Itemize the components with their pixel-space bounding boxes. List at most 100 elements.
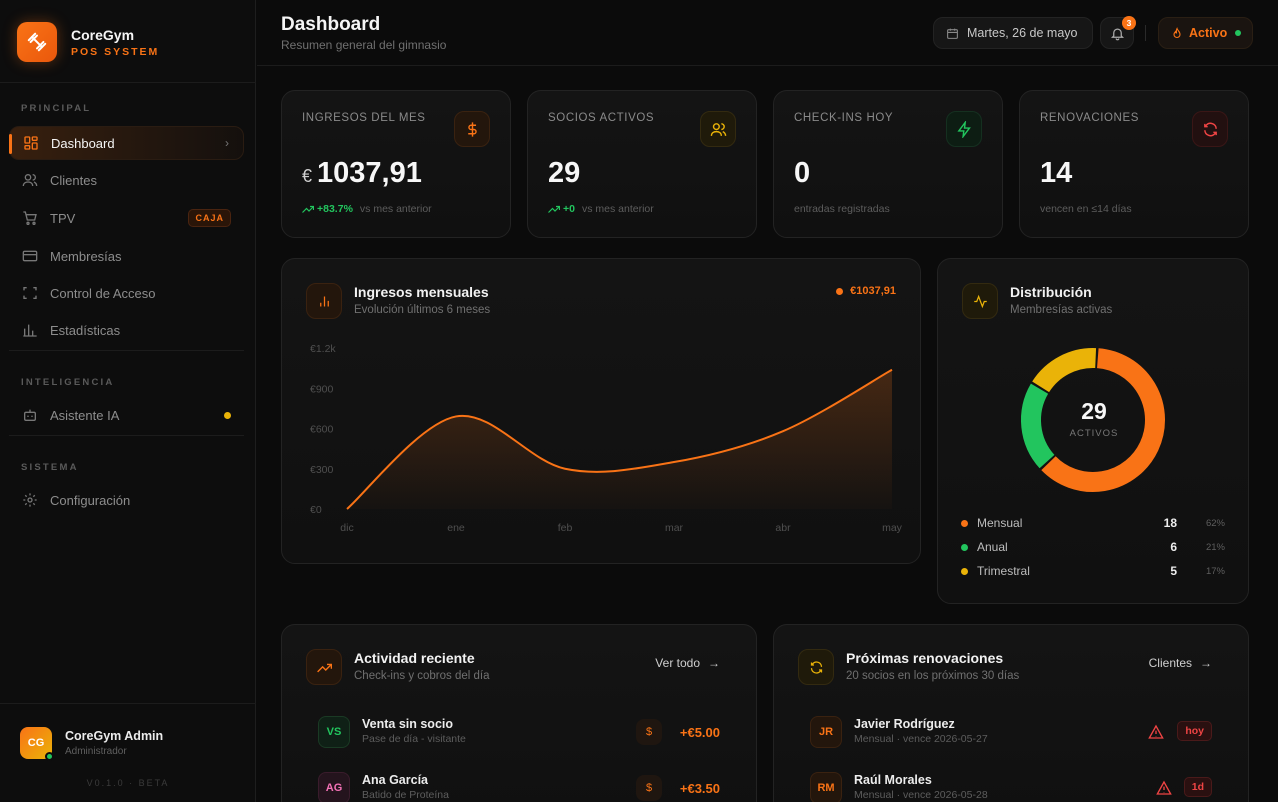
y-tick-label: €300: [310, 464, 334, 476]
stat-label: CHECK-INS HOY: [794, 112, 894, 124]
brand[interactable]: CoreGym POS SYSTEM: [17, 22, 159, 62]
activity-row-title[interactable]: Venta sin socio: [362, 717, 454, 731]
activity-row-detail: Pase de día - visitante: [362, 733, 466, 745]
notification-count: 3: [1122, 16, 1136, 30]
card-subtitle: Evolución últimos 6 meses: [354, 304, 491, 316]
chevron-right-icon: ›: [225, 136, 229, 150]
renewal-tag: 1d: [1183, 777, 1212, 797]
avatar: AG: [318, 772, 350, 802]
section-inteligencia: INTELIGENCIA: [21, 377, 115, 388]
clientes-link[interactable]: Clientes →: [1149, 656, 1212, 670]
calendar-icon: [946, 27, 959, 40]
users-icon: [700, 111, 736, 147]
renewals-card: Próximas renovaciones 20 socios en los p…: [773, 624, 1249, 802]
dollar-icon: $: [636, 719, 662, 745]
renewal-row-title[interactable]: Javier Rodríguez: [854, 717, 955, 731]
warning-icon: [1156, 780, 1172, 795]
bot-icon: [21, 406, 39, 424]
activity-row-title[interactable]: Ana García: [362, 773, 429, 787]
legend-value: 5: [1170, 564, 1177, 578]
badge-value: €1037,91: [850, 285, 896, 297]
card-subtitle: Check-ins y cobros del día: [354, 670, 490, 682]
stat-card-checkins[interactable]: CHECK-INS HOY 0 entradas registradas: [773, 90, 1003, 238]
donut-total: 29: [1081, 398, 1107, 424]
user-name: CoreGym Admin: [65, 729, 164, 743]
sidebar-item-clientes[interactable]: Clientes: [9, 163, 244, 197]
brand-name: CoreGym: [71, 26, 135, 43]
trend-value: +83.7%: [317, 203, 353, 215]
stat-footer: +0 vs mes anterior: [548, 203, 654, 215]
card-subtitle: Membresías activas: [1010, 304, 1113, 316]
activity-amount: +€3.50: [679, 781, 720, 796]
date-button[interactable]: Martes, 26 de mayo: [933, 17, 1093, 49]
renewal-row-detail: Mensual · vence 2026-05-28: [854, 789, 988, 801]
scan-icon: [21, 284, 39, 302]
stat-number: 1037,91: [317, 157, 422, 189]
brand-subtitle: POS SYSTEM: [71, 45, 160, 58]
sidebar-item-dashboard[interactable]: Dashboard ›: [9, 126, 244, 160]
status-button[interactable]: Activo: [1158, 17, 1253, 49]
legend-dot: [961, 519, 968, 527]
ver-todo-link[interactable]: Ver todo →: [655, 656, 720, 670]
stat-card-renovaciones[interactable]: RENOVACIONES 14 vencen en ≤14 días: [1019, 90, 1249, 238]
notifications-button[interactable]: 3: [1100, 16, 1136, 49]
sidebar-item-label: Clientes: [50, 172, 97, 188]
grid-icon: [22, 134, 40, 152]
sidebar-item-asistente-ia[interactable]: Asistente IA: [9, 398, 244, 432]
sidebar-item-label: Estadísticas: [50, 322, 121, 338]
notification-dot: [224, 411, 231, 419]
sidebar-item-label: Dashboard: [51, 135, 115, 151]
link-label: Clientes: [1148, 656, 1192, 670]
cart-icon: [21, 209, 39, 227]
lightning-icon: [946, 111, 982, 147]
card-icon: [21, 247, 39, 265]
stat-card-ingresos[interactable]: INGRESOS DEL MES €1037,91 +83.7% vs mes a…: [281, 90, 511, 238]
donut-total-label: ACTIVOS: [1069, 428, 1119, 439]
sidebar-item-label: TPV: [50, 210, 76, 226]
renewal-row-title[interactable]: Raúl Morales: [854, 773, 932, 787]
activity-amount: +€5.00: [679, 725, 720, 740]
donut-slice-anual: [1021, 383, 1055, 469]
stat-value: €1037,91: [302, 157, 422, 190]
section-sistema: SISTEMA: [21, 462, 79, 473]
arrow-right-icon: →: [1200, 656, 1212, 670]
sidebar-item-label: Configuración: [50, 492, 131, 508]
x-tick-label: feb: [558, 522, 573, 534]
dumbbell-icon: [17, 22, 57, 62]
revenue-area-chart: €0 €300 €600 €900 €1.2k dic ene feb mar abr may: [310, 343, 903, 534]
sidebar-item-estadisticas[interactable]: Estadísticas: [9, 313, 244, 347]
page-title: Dashboard: [281, 14, 381, 35]
sidebar-item-membresias[interactable]: Membresías: [9, 239, 244, 273]
legend-row-trimestral: Trimestral 5 17%: [961, 563, 1225, 579]
dollar-icon: [454, 111, 490, 147]
card-subtitle: 20 socios en los próximos 30 días: [846, 670, 1020, 682]
stat-foot-text: vs mes anterior: [581, 203, 654, 215]
currency-symbol: €: [302, 166, 313, 186]
legend-dot: [961, 543, 968, 551]
sidebar-item-control-acceso[interactable]: Control de Acceso: [9, 276, 244, 310]
activity-card: Actividad reciente Check-ins y cobros de…: [281, 624, 757, 802]
sidebar-item-configuracion[interactable]: Configuración: [9, 483, 244, 517]
bell-icon: [1110, 26, 1125, 41]
divider: [0, 703, 256, 704]
bar-chart-icon: [306, 283, 342, 319]
sidebar-item-tpv[interactable]: TPV CAJA: [9, 201, 244, 235]
online-status-dot: [45, 752, 54, 761]
user-profile[interactable]: CG CoreGym Admin Administrador: [20, 727, 164, 761]
gear-icon: [21, 491, 39, 509]
renewal-tag: hoy: [1177, 721, 1212, 741]
donut-slice-mensual: [1041, 348, 1165, 492]
divider: [9, 435, 244, 436]
x-tick-label: may: [882, 522, 903, 534]
distribution-card: Distribución Membresías activas 29 ACTIV…: [937, 258, 1249, 604]
legend-label: Mensual: [977, 516, 1023, 530]
users-icon: [21, 171, 39, 189]
distribution-donut-chart: [1021, 348, 1165, 492]
stat-label: INGRESOS DEL MES: [302, 112, 426, 124]
divider: [1145, 25, 1146, 41]
stat-card-socios[interactable]: SOCIOS ACTIVOS 29 +0 vs mes anterior: [527, 90, 757, 238]
section-principal: PRINCIPAL: [21, 103, 92, 114]
page-subtitle: Resumen general del gimnasio: [281, 38, 447, 52]
legend-percent: 62%: [1205, 517, 1225, 529]
refresh-icon: [798, 649, 834, 685]
